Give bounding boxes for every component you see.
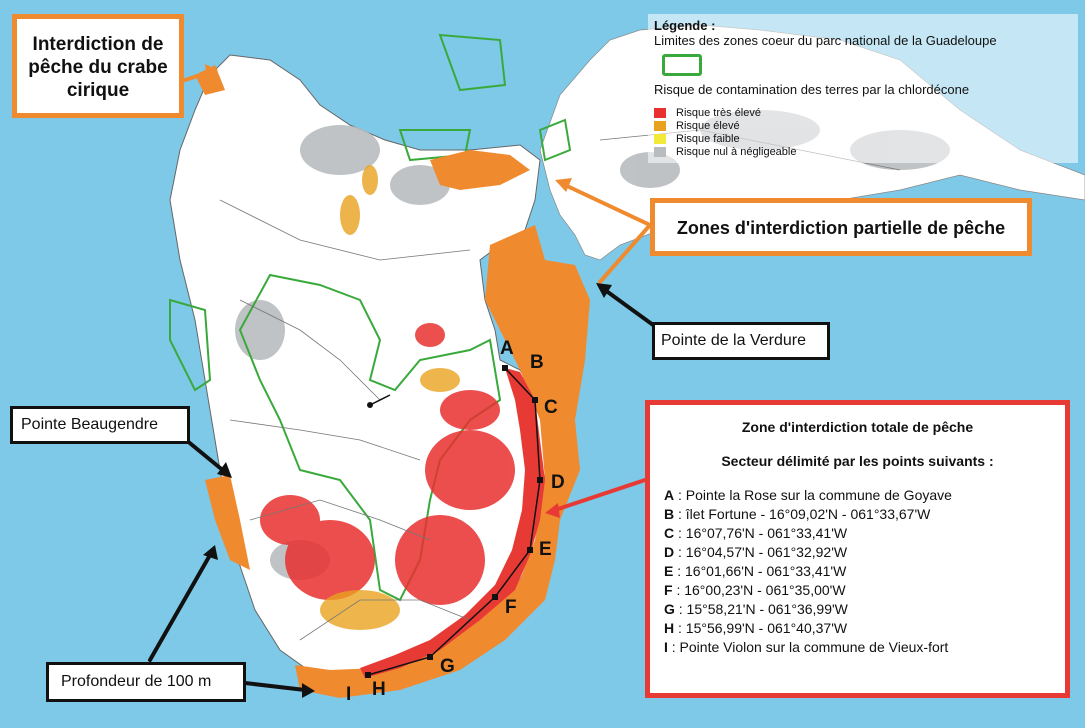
legend-risk-title: Risque de contamination des terres par l… bbox=[654, 82, 970, 97]
zone-line: I : Pointe Violon sur la commune de Vieu… bbox=[664, 639, 949, 655]
risk-very-high-swatch bbox=[654, 108, 666, 118]
point-label-h: H bbox=[372, 679, 386, 700]
zone-line: A : Pointe la Rose sur la commune de Goy… bbox=[664, 487, 952, 503]
risk-high-swatch bbox=[654, 121, 666, 131]
legend-item: Risque faible bbox=[654, 133, 1072, 145]
point-label-d: D bbox=[551, 472, 565, 493]
callout-arrows bbox=[148, 64, 662, 698]
zone-totale-box: Zone d'interdiction totale de pêche Sect… bbox=[645, 400, 1070, 698]
point-label-a: A bbox=[500, 338, 514, 359]
callout-verdure: Pointe de la Verdure bbox=[652, 322, 830, 360]
point-label-i: I bbox=[346, 684, 352, 705]
risk-negligible-swatch bbox=[654, 147, 666, 157]
callout-partielle: Zones d'interdiction partielle de pêche bbox=[650, 198, 1032, 256]
point-label-g: G bbox=[440, 656, 455, 677]
zone-line: E : 16°01,66'N - 061°33,41'W bbox=[664, 563, 847, 579]
point-label-c: C bbox=[544, 397, 558, 418]
risk-high-areas bbox=[260, 323, 515, 605]
zone-line: D : 16°04,57'N - 061°32,92'W bbox=[664, 544, 848, 560]
summit-marker bbox=[369, 394, 391, 406]
park-swatch bbox=[662, 54, 702, 76]
legend: Légende : Limites des zones coeur du par… bbox=[648, 14, 1078, 163]
risk-low-swatch bbox=[654, 134, 666, 144]
callout-profondeur: Profondeur de 100 m bbox=[46, 662, 246, 702]
point-markers bbox=[365, 365, 543, 678]
total-fishing-zone bbox=[360, 368, 545, 678]
zone-line: C : 16°07,76'N - 061°33,41'W bbox=[664, 525, 848, 541]
zone-line: F : 16°00,23'N - 061°35,00'W bbox=[664, 582, 846, 598]
callout-crabe: Interdiction de pêche du crabe cirique bbox=[12, 14, 184, 118]
zone-line: G : 15°58,21'N - 061°36,99'W bbox=[664, 601, 848, 617]
point-label-b: B bbox=[530, 352, 544, 373]
legend-item: Risque très élevé bbox=[654, 107, 1072, 119]
zone-line: H : 15°56,99'N - 061°40,37'W bbox=[664, 620, 848, 636]
point-label-e: E bbox=[539, 539, 552, 560]
legend-item: Risque nul à négligeable bbox=[654, 146, 1072, 158]
legend-title: Légende : bbox=[654, 18, 716, 33]
zone-totale-subtitle: Secteur délimité par les points suivants… bbox=[721, 453, 994, 469]
zone-totale-title: Zone d'interdiction totale de pêche bbox=[741, 419, 974, 435]
point-label-f: F bbox=[505, 597, 517, 618]
legend-park-limits: Limites des zones coeur du parc national… bbox=[654, 33, 997, 48]
callout-beaugendre: Pointe Beaugendre bbox=[10, 406, 190, 444]
legend-item: Risque élevé bbox=[654, 120, 1072, 132]
zone-line: B : îlet Fortune - 16°09,02'N - 061°33,6… bbox=[664, 506, 931, 522]
